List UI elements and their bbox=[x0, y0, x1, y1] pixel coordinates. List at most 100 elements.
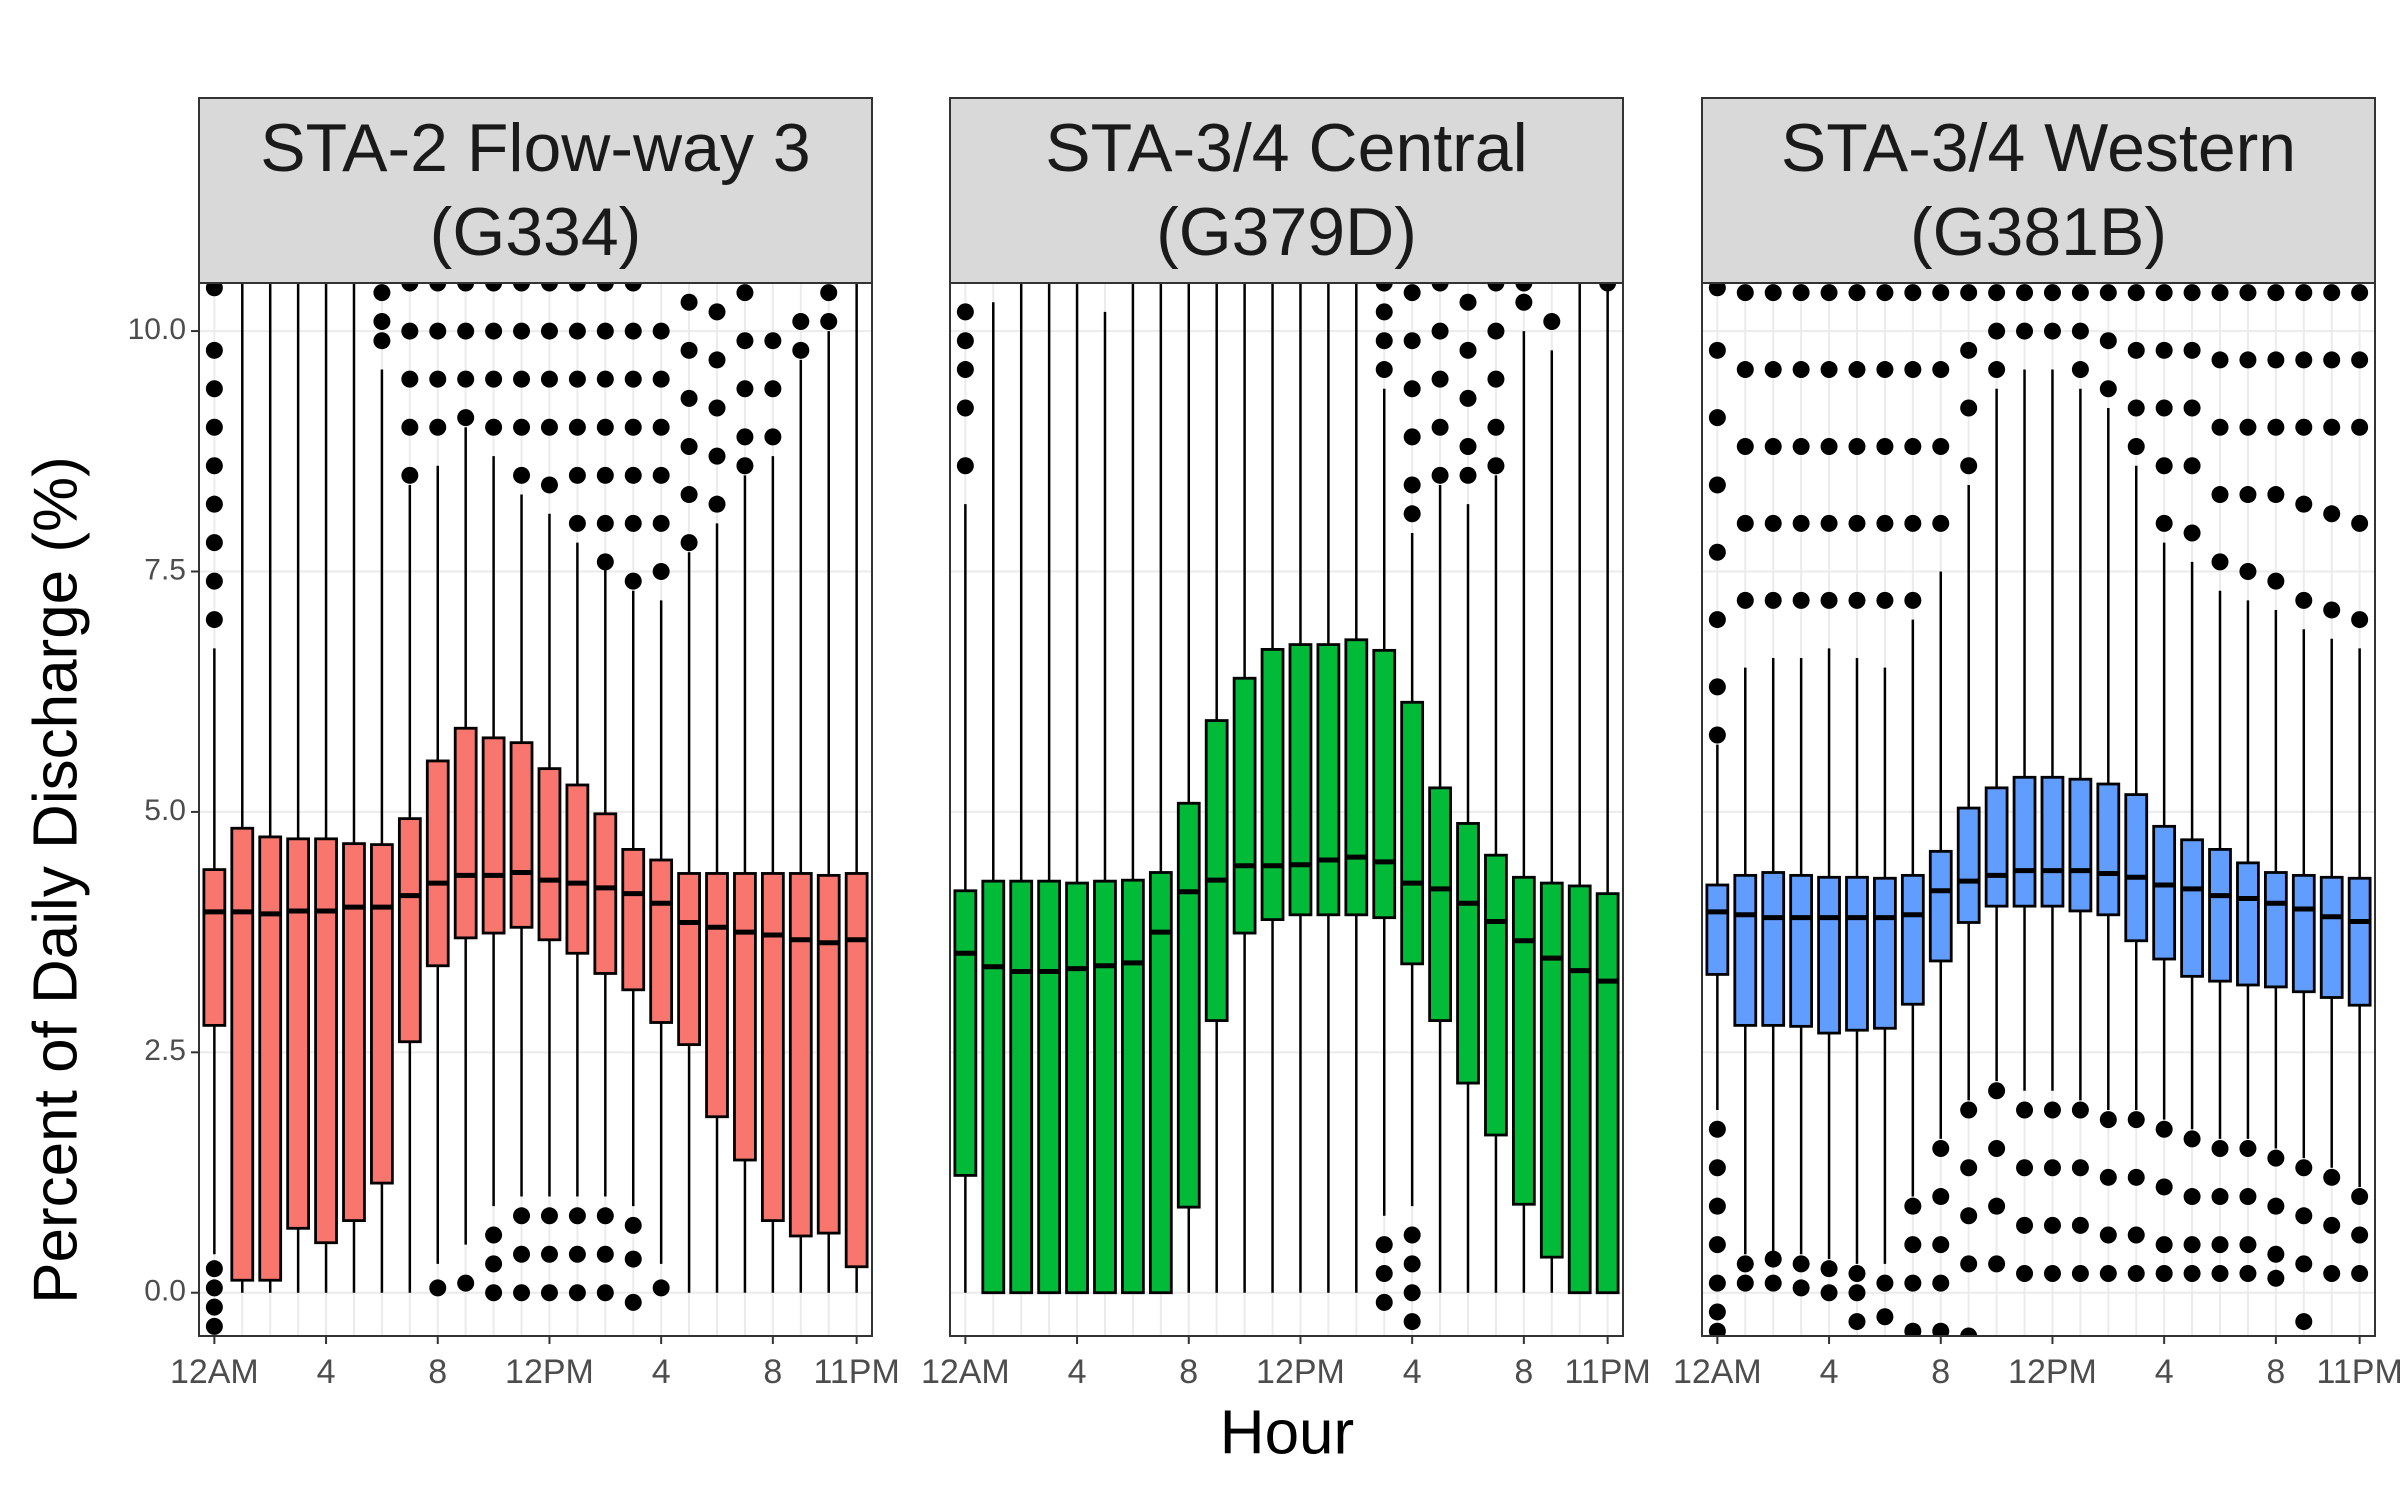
outlier bbox=[1820, 437, 1838, 455]
outlier bbox=[429, 370, 447, 388]
outlier bbox=[1375, 1236, 1393, 1254]
outlier bbox=[1708, 611, 1726, 629]
x-tick-label: 4 bbox=[317, 1353, 336, 1391]
outlier bbox=[457, 370, 475, 388]
x-tick-label: 12PM bbox=[505, 1353, 594, 1391]
outlier bbox=[2155, 1264, 2173, 1282]
outlier bbox=[2267, 418, 2285, 436]
outlier bbox=[1764, 361, 1782, 379]
outlier bbox=[1764, 284, 1782, 302]
outlier bbox=[2267, 1149, 2285, 1167]
outlier bbox=[2239, 562, 2257, 580]
panel bbox=[950, 283, 1623, 1336]
y-tick-label: 5.0 bbox=[144, 794, 186, 827]
outlier bbox=[652, 322, 670, 340]
outlier bbox=[1988, 1197, 2006, 1215]
outlier bbox=[624, 1293, 642, 1311]
outlier bbox=[1736, 284, 1754, 302]
outlier bbox=[1820, 361, 1838, 379]
outlier bbox=[2016, 1159, 2034, 1177]
box bbox=[509, 741, 534, 929]
outlier bbox=[457, 409, 475, 427]
outlier bbox=[205, 1279, 223, 1297]
y-axis-title: Percent of Daily Discharge (%) bbox=[21, 456, 90, 1304]
outlier bbox=[596, 466, 614, 484]
outlier bbox=[205, 495, 223, 513]
outlier bbox=[2239, 1236, 2257, 1254]
outlier bbox=[2183, 1264, 2201, 1282]
strip bbox=[198, 97, 873, 284]
outlier bbox=[2211, 1236, 2229, 1254]
outlier bbox=[568, 514, 586, 532]
outlier bbox=[2071, 1264, 2089, 1282]
box bbox=[202, 868, 227, 1027]
outlier bbox=[1848, 591, 1866, 609]
outlier bbox=[2211, 418, 2229, 436]
box bbox=[1900, 873, 1925, 1006]
outlier bbox=[373, 332, 391, 350]
outlier bbox=[2295, 1207, 2313, 1225]
outlier bbox=[1848, 284, 1866, 302]
outlier bbox=[2099, 284, 2117, 302]
box bbox=[1148, 871, 1173, 1295]
x-tick-label: 12PM bbox=[1256, 1353, 1345, 1391]
outlier bbox=[764, 428, 782, 446]
outlier bbox=[792, 312, 810, 330]
outlier bbox=[2043, 1159, 2061, 1177]
outlier bbox=[1403, 476, 1421, 494]
outlier bbox=[2323, 1216, 2341, 1234]
outlier bbox=[205, 457, 223, 475]
outlier bbox=[2295, 418, 2313, 436]
outlier bbox=[2211, 553, 2229, 571]
outlier bbox=[680, 341, 698, 359]
outlier bbox=[1932, 514, 1950, 532]
x-tick-label: 12PM bbox=[2008, 1353, 2097, 1391]
outlier bbox=[205, 1260, 223, 1278]
outlier bbox=[205, 534, 223, 552]
outlier bbox=[485, 283, 503, 292]
outlier bbox=[2323, 418, 2341, 436]
outlier bbox=[736, 380, 754, 398]
box bbox=[1567, 884, 1592, 1295]
x-tick-label: 8 bbox=[763, 1353, 782, 1391]
strip bbox=[949, 97, 1624, 284]
outlier bbox=[596, 370, 614, 388]
x-tick-label: 11PM bbox=[813, 1353, 899, 1391]
box bbox=[1484, 853, 1508, 1137]
outlier bbox=[652, 418, 670, 436]
outlier bbox=[624, 466, 642, 484]
outlier bbox=[1988, 322, 2006, 340]
outlier bbox=[1792, 1279, 1810, 1297]
box bbox=[1595, 892, 1620, 1295]
outlier bbox=[2295, 1159, 2313, 1177]
box bbox=[1956, 806, 1981, 924]
box bbox=[1705, 883, 1730, 976]
outlier bbox=[1876, 284, 1894, 302]
outlier bbox=[820, 312, 838, 330]
outlier bbox=[1708, 1197, 1726, 1215]
outlier bbox=[1431, 283, 1449, 292]
outlier bbox=[568, 283, 586, 292]
x-tick-label: 8 bbox=[1514, 1353, 1533, 1391]
box bbox=[1372, 648, 1397, 920]
outlier bbox=[1932, 1188, 1950, 1206]
outlier bbox=[485, 1284, 503, 1302]
outlier bbox=[2127, 1111, 2145, 1129]
outlier bbox=[624, 514, 642, 532]
outlier bbox=[956, 332, 974, 350]
outlier bbox=[2183, 341, 2201, 359]
box bbox=[1845, 875, 1869, 1032]
box bbox=[2040, 775, 2065, 908]
outlier bbox=[1515, 293, 1533, 311]
outlier bbox=[956, 457, 974, 475]
outlier bbox=[429, 1279, 447, 1297]
outlier bbox=[568, 322, 586, 340]
outlier bbox=[1708, 543, 1726, 561]
outlier bbox=[1375, 303, 1393, 321]
outlier bbox=[1960, 1101, 1978, 1119]
outlier bbox=[2239, 418, 2257, 436]
outlier bbox=[1932, 1322, 1950, 1336]
outlier bbox=[2155, 284, 2173, 302]
outlier bbox=[2267, 486, 2285, 504]
outlier bbox=[680, 534, 698, 552]
